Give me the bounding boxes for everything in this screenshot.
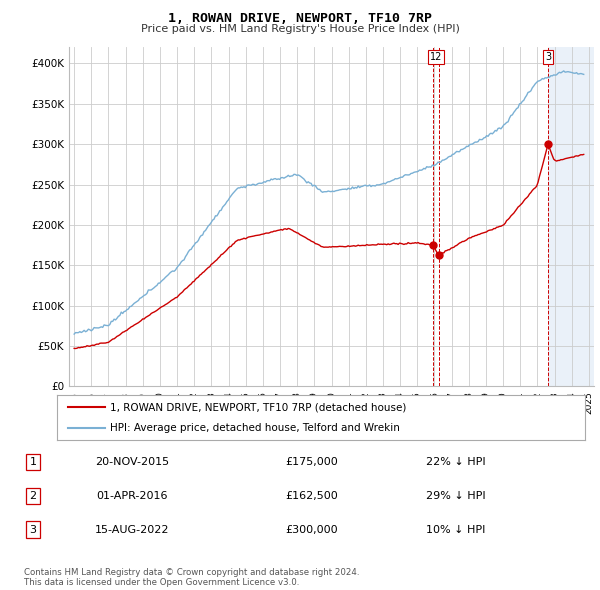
Text: 22% ↓ HPI: 22% ↓ HPI <box>426 457 486 467</box>
Text: £300,000: £300,000 <box>286 525 338 535</box>
Text: 29% ↓ HPI: 29% ↓ HPI <box>426 491 486 501</box>
Text: £175,000: £175,000 <box>286 457 338 467</box>
Text: HPI: Average price, detached house, Telford and Wrekin: HPI: Average price, detached house, Telf… <box>110 422 400 432</box>
Text: 01-APR-2016: 01-APR-2016 <box>96 491 168 501</box>
Text: £162,500: £162,500 <box>286 491 338 501</box>
Text: 15-AUG-2022: 15-AUG-2022 <box>95 525 169 535</box>
Bar <box>548 47 600 386</box>
Text: Contains HM Land Registry data © Crown copyright and database right 2024.
This d: Contains HM Land Registry data © Crown c… <box>24 568 359 587</box>
Text: 12: 12 <box>430 52 442 62</box>
Text: 3: 3 <box>29 525 37 535</box>
Text: 20-NOV-2015: 20-NOV-2015 <box>95 457 169 467</box>
Text: 1: 1 <box>29 457 37 467</box>
Text: 1, ROWAN DRIVE, NEWPORT, TF10 7RP (detached house): 1, ROWAN DRIVE, NEWPORT, TF10 7RP (detac… <box>110 402 406 412</box>
Text: 2: 2 <box>29 491 37 501</box>
Text: 1, ROWAN DRIVE, NEWPORT, TF10 7RP: 1, ROWAN DRIVE, NEWPORT, TF10 7RP <box>168 12 432 25</box>
Text: 10% ↓ HPI: 10% ↓ HPI <box>427 525 485 535</box>
Text: 3: 3 <box>545 52 551 62</box>
Text: Price paid vs. HM Land Registry's House Price Index (HPI): Price paid vs. HM Land Registry's House … <box>140 24 460 34</box>
